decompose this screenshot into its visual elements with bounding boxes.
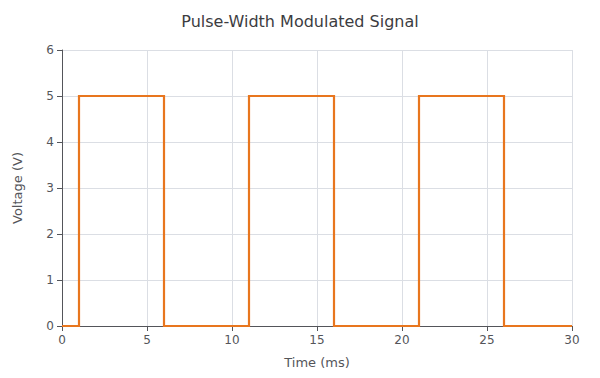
svg-text:25: 25 bbox=[479, 333, 494, 347]
svg-text:Time (ms): Time (ms) bbox=[283, 355, 350, 370]
svg-text:Voltage (V): Voltage (V) bbox=[10, 152, 25, 224]
svg-text:30: 30 bbox=[564, 333, 579, 347]
svg-text:2: 2 bbox=[46, 227, 54, 241]
svg-text:0: 0 bbox=[46, 319, 54, 333]
svg-text:1: 1 bbox=[46, 273, 54, 287]
svg-text:10: 10 bbox=[224, 333, 239, 347]
svg-text:6: 6 bbox=[46, 43, 54, 57]
svg-text:4: 4 bbox=[46, 135, 54, 149]
svg-text:0: 0 bbox=[58, 333, 66, 347]
svg-text:20: 20 bbox=[394, 333, 409, 347]
svg-text:3: 3 bbox=[46, 181, 54, 195]
svg-text:15: 15 bbox=[309, 333, 324, 347]
svg-text:5: 5 bbox=[46, 89, 54, 103]
svg-text:Pulse-Width Modulated Signal: Pulse-Width Modulated Signal bbox=[181, 12, 418, 31]
svg-text:5: 5 bbox=[143, 333, 151, 347]
